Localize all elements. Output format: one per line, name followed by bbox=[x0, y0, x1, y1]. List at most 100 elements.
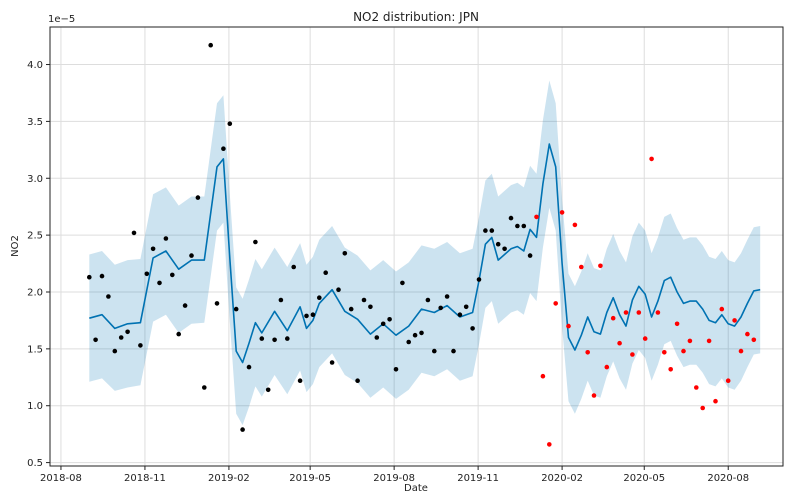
holdout-data-point bbox=[719, 306, 725, 312]
observed-data-point bbox=[406, 339, 412, 345]
observed-data-point bbox=[265, 387, 271, 393]
holdout-data-point bbox=[725, 378, 731, 384]
uncertainty-band bbox=[89, 80, 761, 426]
x-tick-label: 2019-05 bbox=[289, 473, 331, 484]
observed-data-point bbox=[138, 343, 143, 348]
observed-data-point bbox=[515, 223, 520, 229]
holdout-data-point bbox=[598, 263, 603, 269]
observed-data-point bbox=[336, 287, 341, 293]
observed-data-point bbox=[87, 274, 92, 280]
holdout-data-point bbox=[585, 350, 590, 355]
observed-data-point bbox=[221, 146, 226, 151]
holdout-data-point bbox=[579, 264, 584, 270]
observed-data-point bbox=[380, 321, 386, 327]
x-axis-label: Date bbox=[404, 483, 428, 494]
observed-data-point bbox=[476, 277, 482, 282]
observed-data-point bbox=[374, 335, 380, 340]
observed-data-point bbox=[527, 253, 533, 258]
observed-data-point bbox=[118, 335, 124, 340]
holdout-data-point bbox=[732, 318, 737, 323]
y-tick-label: 1.0 bbox=[27, 401, 43, 412]
observed-data-point bbox=[131, 230, 137, 236]
holdout-data-point bbox=[559, 210, 565, 215]
y-tick-label: 2.5 bbox=[27, 231, 43, 242]
observed-data-point bbox=[112, 348, 118, 354]
observed-data-point bbox=[400, 280, 405, 286]
observed-data-point bbox=[240, 427, 245, 432]
observed-data-point bbox=[297, 378, 303, 384]
holdout-data-point bbox=[713, 398, 718, 404]
holdout-data-point bbox=[547, 442, 552, 447]
x-tick-label: 2018-11 bbox=[124, 473, 166, 484]
observed-data-point bbox=[438, 305, 444, 311]
forecast-yhat-line bbox=[89, 143, 761, 364]
observed-data-point bbox=[233, 306, 239, 312]
observed-data-point bbox=[329, 360, 335, 365]
observed-data-point bbox=[348, 306, 354, 312]
observed-data-point bbox=[304, 313, 309, 319]
observed-data-point bbox=[317, 295, 322, 301]
observed-data-point bbox=[259, 336, 265, 341]
holdout-data-point bbox=[636, 310, 642, 315]
observed-data-point bbox=[99, 273, 105, 279]
holdout-data-point bbox=[681, 348, 686, 354]
holdout-data-point bbox=[534, 214, 539, 220]
observed-data-point bbox=[291, 264, 297, 270]
observed-data-point bbox=[144, 271, 150, 277]
holdout-data-point bbox=[630, 352, 635, 357]
observed-data-point bbox=[227, 121, 233, 126]
y-axis-ticks: 0.5 1.0 1.5 2.0 2.5 3.0 3.5 4.0 bbox=[27, 60, 50, 469]
observed-data-point bbox=[412, 332, 418, 338]
x-axis-ticks: 2018-08 2018-11 2019-02 2019-05 2019-08 2019-… bbox=[40, 466, 749, 484]
observed-data-point bbox=[253, 239, 258, 245]
plot-area bbox=[50, 27, 783, 466]
holdout-data-point bbox=[745, 331, 750, 337]
plot-frame bbox=[49, 26, 784, 467]
observed-data-point bbox=[278, 297, 284, 303]
holdout-data-point bbox=[662, 350, 667, 355]
observed-data-point bbox=[495, 241, 501, 247]
observed-data-point bbox=[393, 367, 399, 372]
observed-data-point bbox=[425, 297, 431, 303]
observed-data-point bbox=[502, 246, 507, 252]
holdout-data-point bbox=[623, 310, 629, 315]
holdout-data-point bbox=[553, 301, 558, 306]
observed-data-point bbox=[419, 330, 424, 336]
holdout-data-point bbox=[687, 338, 693, 344]
holdout-data-point bbox=[617, 340, 622, 346]
y-exponent-label: 1e−5 bbox=[48, 14, 75, 25]
observed-data-point bbox=[463, 304, 469, 310]
observed-data-point bbox=[361, 297, 367, 303]
observed-data-point bbox=[489, 228, 495, 233]
observed-data-point bbox=[342, 251, 348, 256]
observed-data-point bbox=[246, 364, 252, 370]
holdout-data-point bbox=[655, 310, 661, 315]
forecast-line bbox=[89, 143, 761, 364]
holdout-data-point bbox=[604, 364, 610, 370]
observed-data-point bbox=[310, 312, 316, 318]
observed-data-point bbox=[483, 228, 488, 233]
holdout-data-point bbox=[700, 405, 705, 411]
holdout-data-point bbox=[642, 336, 648, 341]
observed-data-point bbox=[272, 337, 277, 343]
x-tick-label: 2020-05 bbox=[623, 473, 665, 484]
y-tick-label: 4.0 bbox=[27, 60, 43, 71]
observed-data-point bbox=[323, 270, 329, 276]
observed-data-point bbox=[432, 348, 437, 354]
observed-data-point bbox=[214, 301, 220, 306]
grid bbox=[50, 27, 783, 466]
x-tick-label: 2020-02 bbox=[541, 473, 583, 484]
observed-data-point bbox=[521, 223, 527, 229]
observed-data-point bbox=[125, 329, 130, 335]
observed-data-point bbox=[355, 378, 360, 384]
holdout-data-point bbox=[610, 315, 616, 321]
holdout-data-point bbox=[674, 321, 680, 327]
observed-data-point bbox=[182, 303, 188, 308]
y-tick-label: 0.5 bbox=[27, 458, 43, 469]
holdout-data-point bbox=[738, 348, 744, 354]
observed-data-point bbox=[387, 317, 392, 322]
observed-data-point bbox=[508, 215, 514, 221]
holdout-data-point bbox=[566, 323, 571, 329]
x-tick-label: 2020-08 bbox=[707, 473, 749, 484]
observed-data-point bbox=[444, 294, 450, 299]
